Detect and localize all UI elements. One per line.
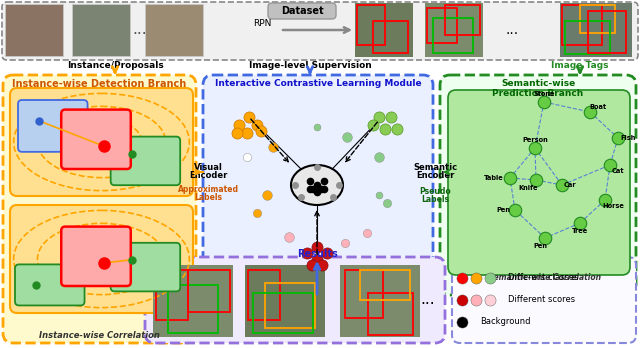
- Text: Labels: Labels: [194, 193, 222, 203]
- Bar: [245, 265, 325, 337]
- Bar: [265, 283, 315, 328]
- Text: Labels: Labels: [421, 196, 449, 205]
- Text: RPN: RPN: [253, 19, 271, 29]
- Bar: [562, 5, 602, 45]
- Bar: [355, 3, 413, 57]
- FancyBboxPatch shape: [452, 257, 636, 343]
- Text: Visual: Visual: [193, 164, 223, 173]
- Text: Semantic: Semantic: [413, 164, 457, 173]
- FancyBboxPatch shape: [3, 75, 196, 343]
- Bar: [168, 285, 218, 333]
- Text: Image-level Supervision: Image-level Supervision: [248, 62, 371, 71]
- FancyBboxPatch shape: [61, 110, 131, 169]
- Text: Boat: Boat: [589, 104, 607, 110]
- Bar: [5, 4, 63, 56]
- Text: Fish: Fish: [620, 135, 636, 141]
- Text: Image Tags: Image Tags: [551, 62, 609, 71]
- FancyBboxPatch shape: [10, 205, 193, 313]
- FancyBboxPatch shape: [61, 227, 131, 286]
- Text: ...: ...: [132, 23, 147, 38]
- Text: Pen: Pen: [533, 243, 547, 249]
- Bar: [357, 5, 385, 45]
- Text: Pseudo: Pseudo: [419, 188, 451, 197]
- Text: ...: ...: [506, 23, 518, 37]
- Text: Dataset: Dataset: [281, 6, 323, 16]
- FancyBboxPatch shape: [10, 88, 193, 196]
- Bar: [360, 270, 410, 300]
- Bar: [565, 21, 610, 54]
- Bar: [433, 18, 473, 53]
- FancyBboxPatch shape: [145, 257, 445, 343]
- Text: Background: Background: [480, 317, 531, 326]
- Bar: [445, 5, 480, 35]
- Ellipse shape: [291, 165, 343, 205]
- Text: Different classes: Different classes: [508, 274, 579, 283]
- FancyBboxPatch shape: [203, 75, 433, 295]
- Text: Results: Results: [296, 249, 337, 259]
- Text: Prediction Branch: Prediction Branch: [492, 88, 584, 97]
- Text: Semantic-wise: Semantic-wise: [501, 79, 575, 88]
- Text: Stone: Stone: [533, 91, 555, 97]
- Text: Semantic-wise Correlation: Semantic-wise Correlation: [488, 272, 600, 282]
- Text: Person: Person: [522, 137, 548, 143]
- Text: Instance-wise Detection Branch: Instance-wise Detection Branch: [12, 79, 187, 89]
- Text: Table: Table: [484, 175, 504, 181]
- Bar: [425, 3, 483, 57]
- FancyBboxPatch shape: [2, 2, 638, 60]
- Bar: [340, 265, 420, 337]
- Bar: [72, 4, 130, 56]
- Text: ...: ...: [420, 293, 435, 308]
- FancyBboxPatch shape: [15, 264, 84, 306]
- Bar: [188, 270, 230, 312]
- FancyBboxPatch shape: [440, 75, 636, 295]
- Text: Encoder: Encoder: [416, 172, 454, 181]
- FancyBboxPatch shape: [18, 100, 88, 152]
- Bar: [153, 265, 233, 337]
- Text: Different scores: Different scores: [508, 295, 575, 304]
- Text: Approximated: Approximated: [177, 185, 239, 195]
- Bar: [580, 5, 615, 33]
- FancyBboxPatch shape: [448, 90, 630, 275]
- Bar: [145, 4, 203, 56]
- Text: Instance-wise Correlation: Instance-wise Correlation: [38, 332, 159, 340]
- Text: Tree: Tree: [572, 228, 588, 234]
- Text: Interactive Contrastive Learning Module: Interactive Contrastive Learning Module: [214, 79, 421, 88]
- Bar: [560, 3, 632, 57]
- Text: Car: Car: [564, 182, 576, 188]
- Text: Instance/Proposals: Instance/Proposals: [67, 62, 163, 71]
- Bar: [427, 8, 457, 43]
- FancyBboxPatch shape: [111, 243, 180, 291]
- Bar: [588, 11, 626, 53]
- Text: Knife: Knife: [518, 185, 538, 191]
- Text: Horse: Horse: [602, 203, 624, 209]
- Text: Encoder: Encoder: [189, 172, 227, 181]
- Bar: [248, 270, 280, 320]
- Bar: [253, 293, 313, 333]
- Bar: [368, 293, 413, 335]
- Text: Pen: Pen: [496, 207, 510, 213]
- Bar: [156, 270, 188, 320]
- FancyBboxPatch shape: [111, 137, 180, 185]
- Text: Cat: Cat: [612, 168, 624, 174]
- Bar: [373, 21, 408, 53]
- Bar: [345, 270, 383, 318]
- FancyBboxPatch shape: [268, 3, 336, 19]
